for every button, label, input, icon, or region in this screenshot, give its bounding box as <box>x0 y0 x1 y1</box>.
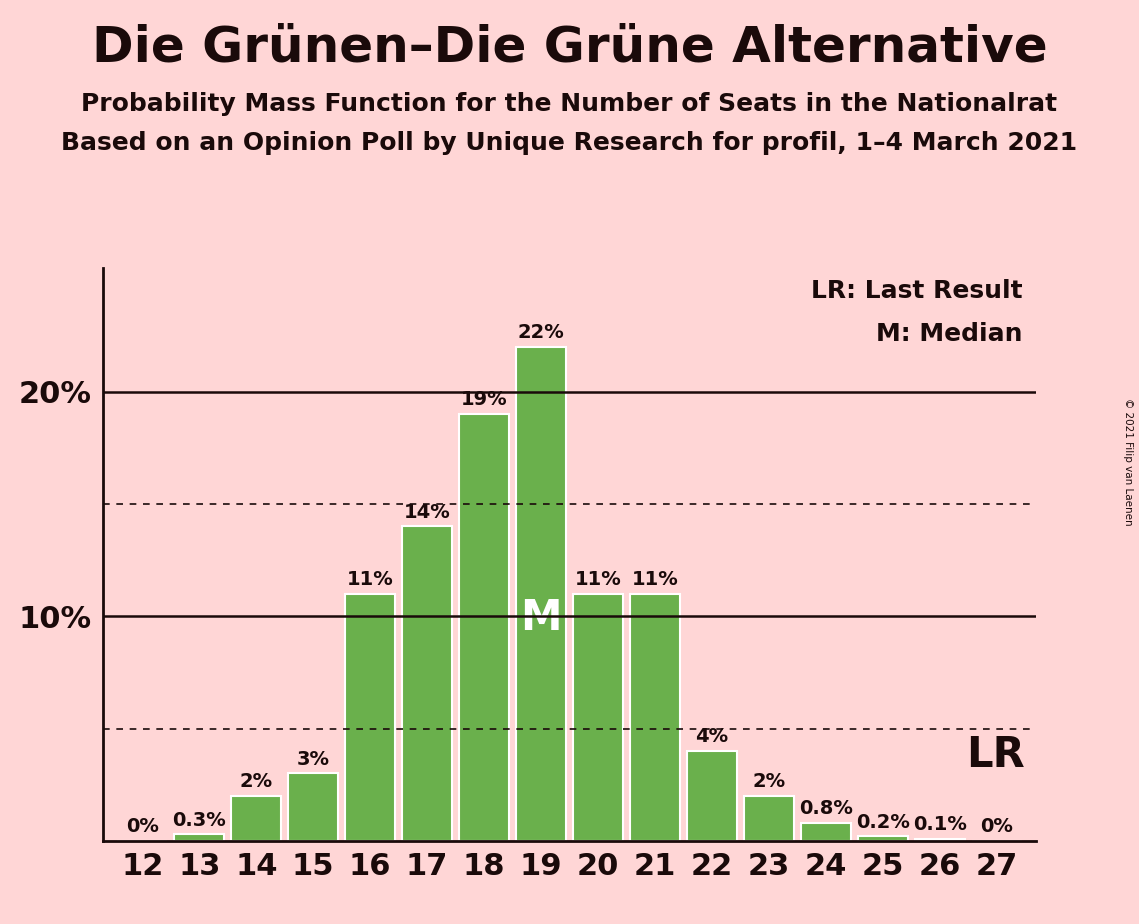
Text: 11%: 11% <box>346 570 394 590</box>
Text: Probability Mass Function for the Number of Seats in the Nationalrat: Probability Mass Function for the Number… <box>81 92 1058 116</box>
Text: 3%: 3% <box>297 750 329 769</box>
Text: 2%: 2% <box>752 772 786 792</box>
Bar <box>288 773 338 841</box>
Bar <box>858 836 908 841</box>
Text: 22%: 22% <box>517 323 565 342</box>
Bar <box>801 823 851 841</box>
Text: LR: Last Result: LR: Last Result <box>811 279 1023 303</box>
Text: Die Grünen–Die Grüne Alternative: Die Grünen–Die Grüne Alternative <box>91 23 1048 71</box>
Bar <box>630 594 680 841</box>
Text: LR: LR <box>966 735 1025 776</box>
Bar <box>915 839 965 841</box>
Text: 0%: 0% <box>981 818 1013 836</box>
Text: M: Median: M: Median <box>876 322 1023 346</box>
Bar <box>687 751 737 841</box>
Bar <box>744 796 794 841</box>
Text: Based on an Opinion Poll by Unique Research for profil, 1–4 March 2021: Based on an Opinion Poll by Unique Resea… <box>62 131 1077 155</box>
Text: 0.8%: 0.8% <box>798 799 853 819</box>
Text: 4%: 4% <box>695 727 729 747</box>
Text: 0.2%: 0.2% <box>855 813 910 832</box>
Text: 11%: 11% <box>574 570 622 590</box>
Text: M: M <box>521 598 562 639</box>
Text: 14%: 14% <box>403 503 451 522</box>
Text: © 2021 Filip van Laenen: © 2021 Filip van Laenen <box>1123 398 1133 526</box>
Text: 2%: 2% <box>239 772 273 792</box>
Bar <box>402 527 452 841</box>
Text: 0%: 0% <box>126 818 158 836</box>
Text: 11%: 11% <box>631 570 679 590</box>
Bar <box>174 834 224 841</box>
Text: 0.3%: 0.3% <box>172 810 227 830</box>
Bar <box>573 594 623 841</box>
Bar <box>459 414 509 841</box>
Text: 0.1%: 0.1% <box>912 815 967 834</box>
Bar <box>345 594 395 841</box>
Bar <box>516 346 566 841</box>
Bar <box>231 796 281 841</box>
Text: 19%: 19% <box>461 391 507 409</box>
